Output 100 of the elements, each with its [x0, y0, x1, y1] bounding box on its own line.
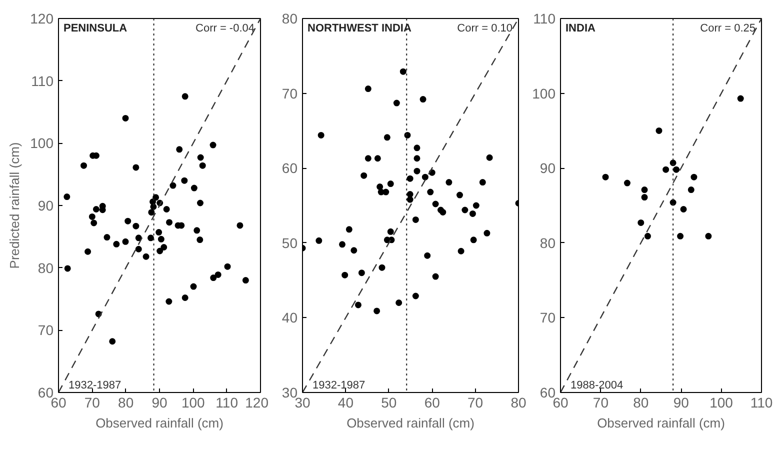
point	[472, 202, 480, 209]
point	[199, 162, 206, 169]
annotation: 1988-2004	[570, 380, 624, 392]
x-tick-label: 100	[181, 394, 206, 410]
y-tick-label: 80	[540, 234, 556, 251]
point	[440, 208, 446, 216]
point	[156, 248, 164, 254]
point	[196, 236, 204, 244]
point	[680, 206, 687, 212]
y-tick-label: 100	[532, 85, 556, 102]
y-tick-label: 70	[282, 85, 298, 102]
point	[396, 299, 402, 306]
annotation: Corr = -0.04	[196, 22, 255, 34]
point	[124, 218, 132, 224]
point	[354, 302, 362, 308]
point	[190, 184, 198, 192]
point	[414, 168, 420, 174]
point	[170, 182, 176, 189]
point	[673, 166, 680, 173]
point	[338, 241, 346, 248]
point	[142, 253, 150, 260]
y-tick-label: 120	[30, 10, 54, 26]
point	[182, 294, 188, 301]
point	[404, 132, 411, 138]
point	[412, 292, 419, 300]
chart-title: INDIA	[566, 22, 596, 34]
point	[486, 154, 493, 161]
chart-title: NORTHWEST INDIA	[308, 22, 412, 34]
y-tick-label: 80	[38, 260, 54, 276]
point	[677, 232, 684, 240]
point	[210, 142, 216, 148]
point	[242, 277, 249, 284]
point	[427, 188, 434, 196]
point	[190, 283, 197, 290]
x-tick-label: 90	[152, 394, 168, 410]
point	[422, 174, 428, 180]
y-tick-label: 110	[31, 72, 54, 89]
y-tick-label: 90	[540, 160, 556, 176]
x-tick-label: 70	[592, 394, 609, 410]
point	[364, 155, 372, 162]
point	[382, 188, 390, 196]
point	[197, 154, 204, 161]
x-tick-label: 100	[710, 394, 734, 410]
point	[378, 264, 386, 271]
point	[456, 192, 463, 198]
point	[210, 274, 217, 282]
point	[135, 234, 142, 242]
x-tick-label: 70	[468, 394, 484, 410]
chart-title: PENINSULA	[64, 22, 128, 34]
point	[224, 263, 231, 270]
point	[64, 194, 70, 200]
point	[346, 226, 352, 233]
point	[64, 265, 71, 272]
point	[469, 210, 476, 217]
point	[374, 308, 380, 314]
point	[705, 232, 712, 240]
x-tick-label: 50	[381, 394, 397, 410]
point	[484, 230, 490, 236]
point	[84, 248, 92, 255]
point	[80, 162, 87, 169]
point	[196, 200, 204, 206]
x-tick-label: 40	[338, 394, 354, 410]
annotation: 1932-1987	[68, 380, 122, 392]
x-tick-label: 60	[424, 394, 440, 410]
point	[163, 206, 170, 212]
annotation: Corr = 0.25	[700, 22, 756, 34]
annotation: 1932-1987	[312, 380, 366, 392]
point	[148, 209, 155, 216]
point	[412, 216, 419, 223]
point	[158, 236, 164, 242]
point	[432, 273, 439, 280]
y-tick-label: 70	[38, 322, 54, 338]
point	[384, 134, 390, 141]
x-tick-label: 80	[118, 394, 134, 410]
point	[109, 338, 116, 345]
x-axis-title: Observed rainfall (cm)	[346, 416, 474, 430]
point	[644, 232, 651, 240]
y-tick-label: 110	[533, 10, 556, 26]
point	[364, 86, 372, 92]
point	[90, 220, 98, 226]
point	[662, 166, 670, 173]
point	[150, 198, 156, 206]
x-tick-label: 120	[245, 394, 269, 410]
point	[88, 213, 96, 220]
point	[432, 200, 439, 208]
point	[470, 236, 477, 244]
point	[406, 196, 414, 203]
y-tick-label: 90	[38, 198, 54, 214]
x-tick-label: 110	[750, 394, 773, 410]
x-tick-label: 70	[84, 394, 100, 410]
point	[104, 234, 110, 241]
point	[132, 222, 140, 230]
point	[318, 132, 324, 138]
point	[479, 179, 486, 186]
x-tick-label: 90	[673, 394, 690, 410]
point	[350, 247, 358, 254]
point	[424, 252, 431, 259]
point	[176, 146, 183, 153]
point	[400, 68, 406, 75]
point	[414, 144, 420, 152]
